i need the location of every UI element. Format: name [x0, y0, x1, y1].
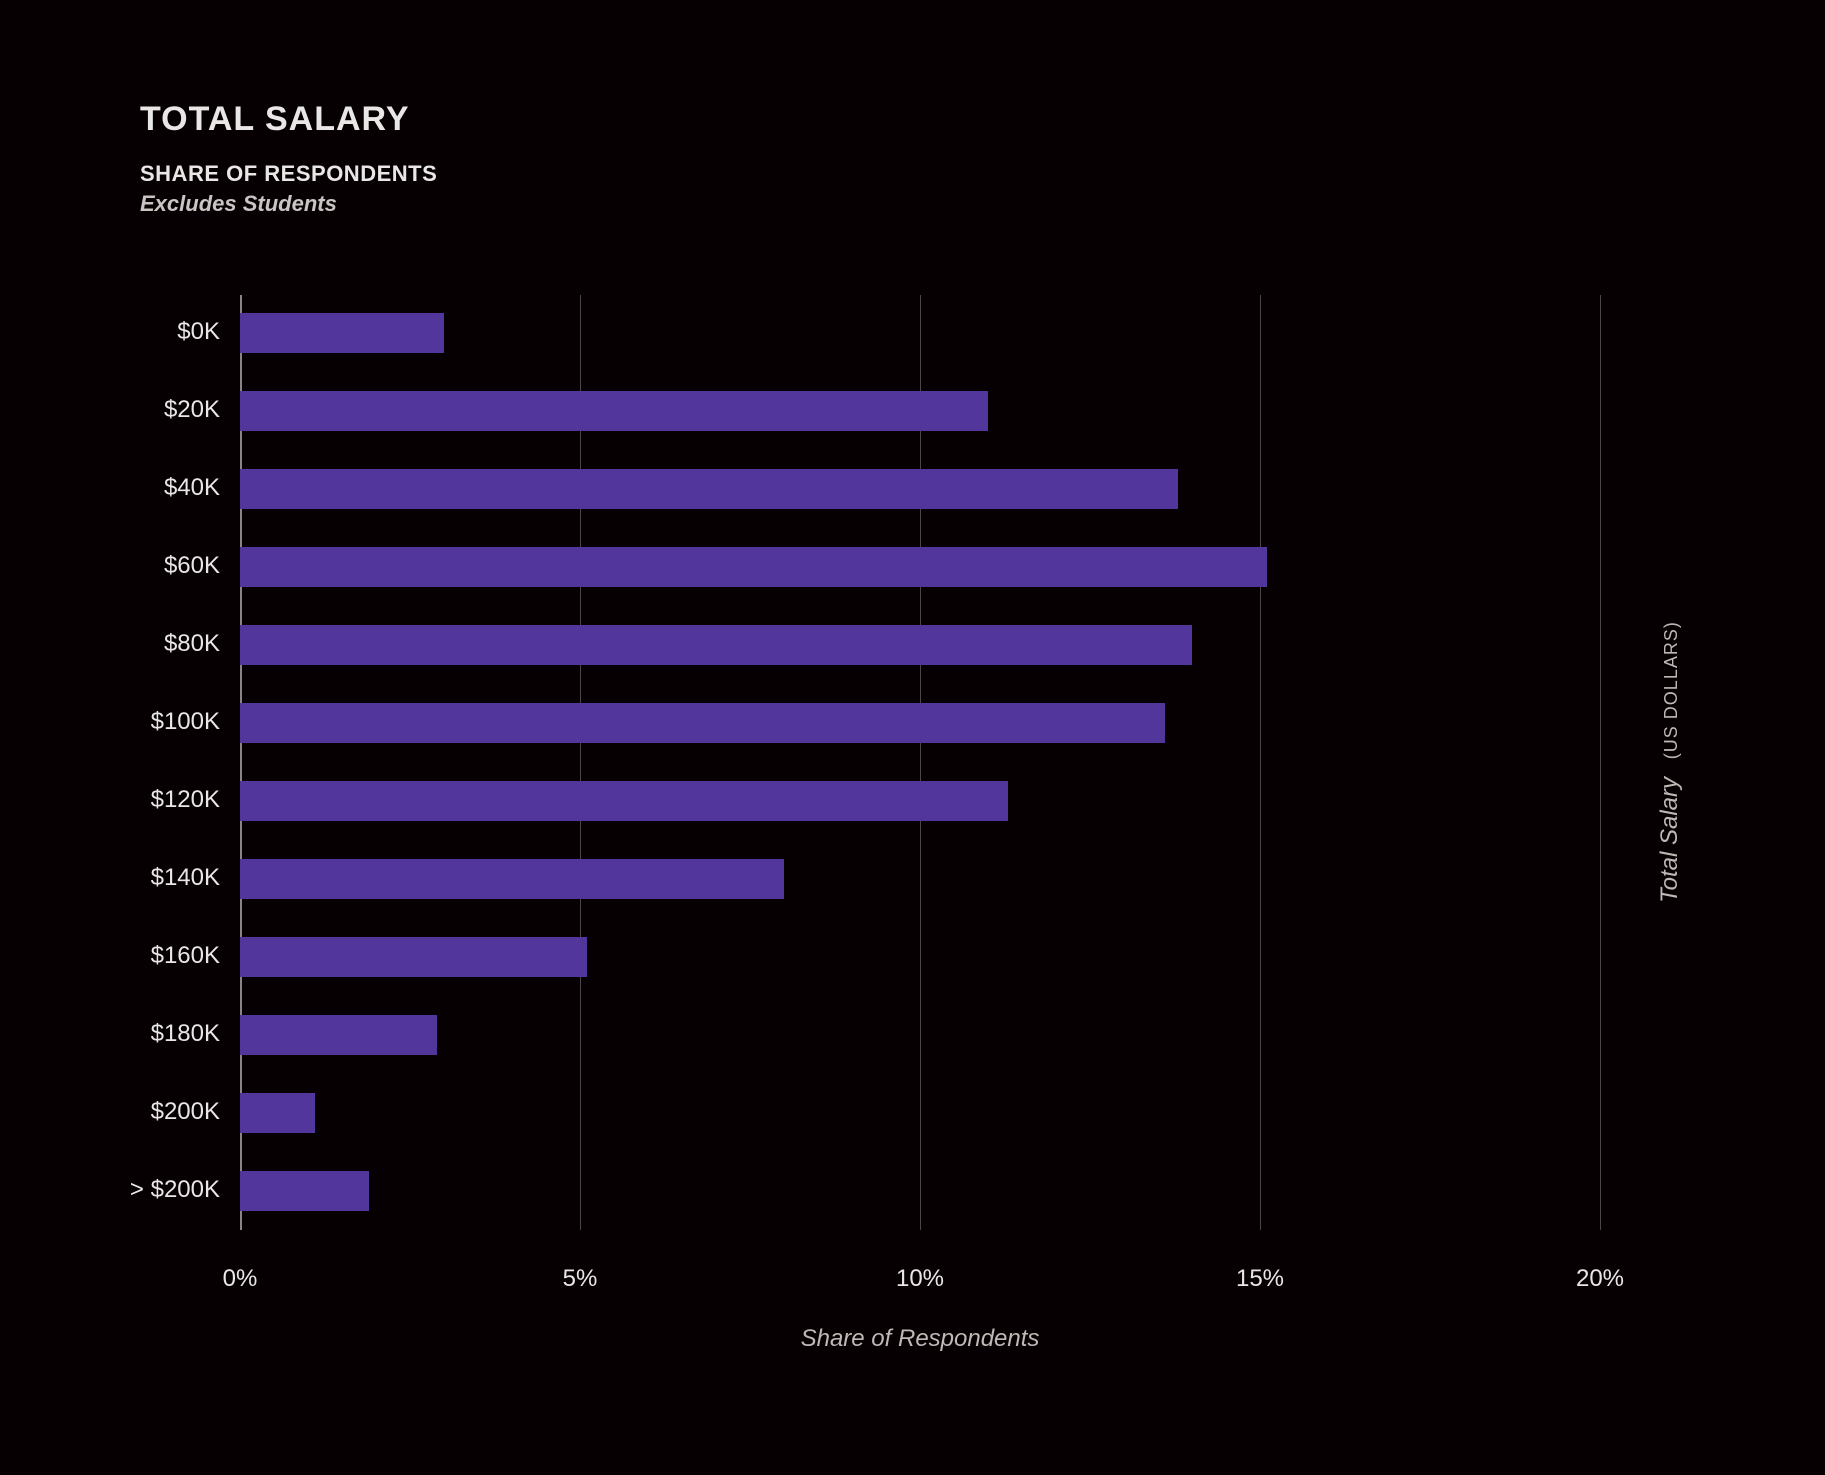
y-tick-label: $100K — [0, 708, 220, 736]
bar — [240, 1093, 315, 1133]
gridline — [920, 295, 921, 1230]
bar — [240, 1015, 437, 1055]
bar — [240, 625, 1192, 665]
bar — [240, 1171, 369, 1211]
chart-frame: TOTAL SALARY SHARE OF RESPONDENTS Exclud… — [0, 0, 1825, 1475]
x-tick-label: 20% — [1576, 1265, 1624, 1293]
y-tick-label: $20K — [0, 396, 220, 424]
gridline — [1600, 295, 1601, 1230]
x-tick-label: 0% — [223, 1265, 258, 1293]
x-axis-title: Share of Respondents — [801, 1325, 1040, 1353]
y-tick-label: $160K — [0, 942, 220, 970]
y-axis-title: Total Salary (US DOLLARS) — [1656, 562, 1684, 962]
chart-subtitle-2: Excludes Students — [140, 191, 437, 217]
bar — [240, 859, 784, 899]
y-tick-label: $120K — [0, 786, 220, 814]
x-tick-label: 10% — [896, 1265, 944, 1293]
bar — [240, 391, 988, 431]
y-axis-title-main: Total Salary — [1656, 776, 1683, 902]
bar — [240, 469, 1178, 509]
y-axis-baseline — [240, 295, 242, 1230]
chart-title: TOTAL SALARY — [140, 100, 437, 139]
y-tick-label: $140K — [0, 864, 220, 892]
gridline — [1260, 295, 1261, 1230]
bar — [240, 547, 1267, 587]
plot-area — [240, 295, 1600, 1230]
bar — [240, 937, 587, 977]
y-tick-label: $200K — [0, 1098, 220, 1126]
y-tick-label: > $200K — [0, 1176, 220, 1204]
bar — [240, 703, 1165, 743]
gridline — [580, 295, 581, 1230]
y-axis-title-unit: (US DOLLARS) — [1661, 621, 1681, 759]
bar — [240, 781, 1008, 821]
x-tick-label: 5% — [563, 1265, 598, 1293]
chart-subtitle: SHARE OF RESPONDENTS — [140, 161, 437, 187]
y-tick-label: $40K — [0, 474, 220, 502]
bar — [240, 313, 444, 353]
y-tick-label: $0K — [0, 318, 220, 346]
x-tick-label: 15% — [1236, 1265, 1284, 1293]
y-tick-label: $60K — [0, 552, 220, 580]
y-tick-label: $180K — [0, 1020, 220, 1048]
y-tick-label: $80K — [0, 630, 220, 658]
titles-block: TOTAL SALARY SHARE OF RESPONDENTS Exclud… — [140, 100, 437, 217]
